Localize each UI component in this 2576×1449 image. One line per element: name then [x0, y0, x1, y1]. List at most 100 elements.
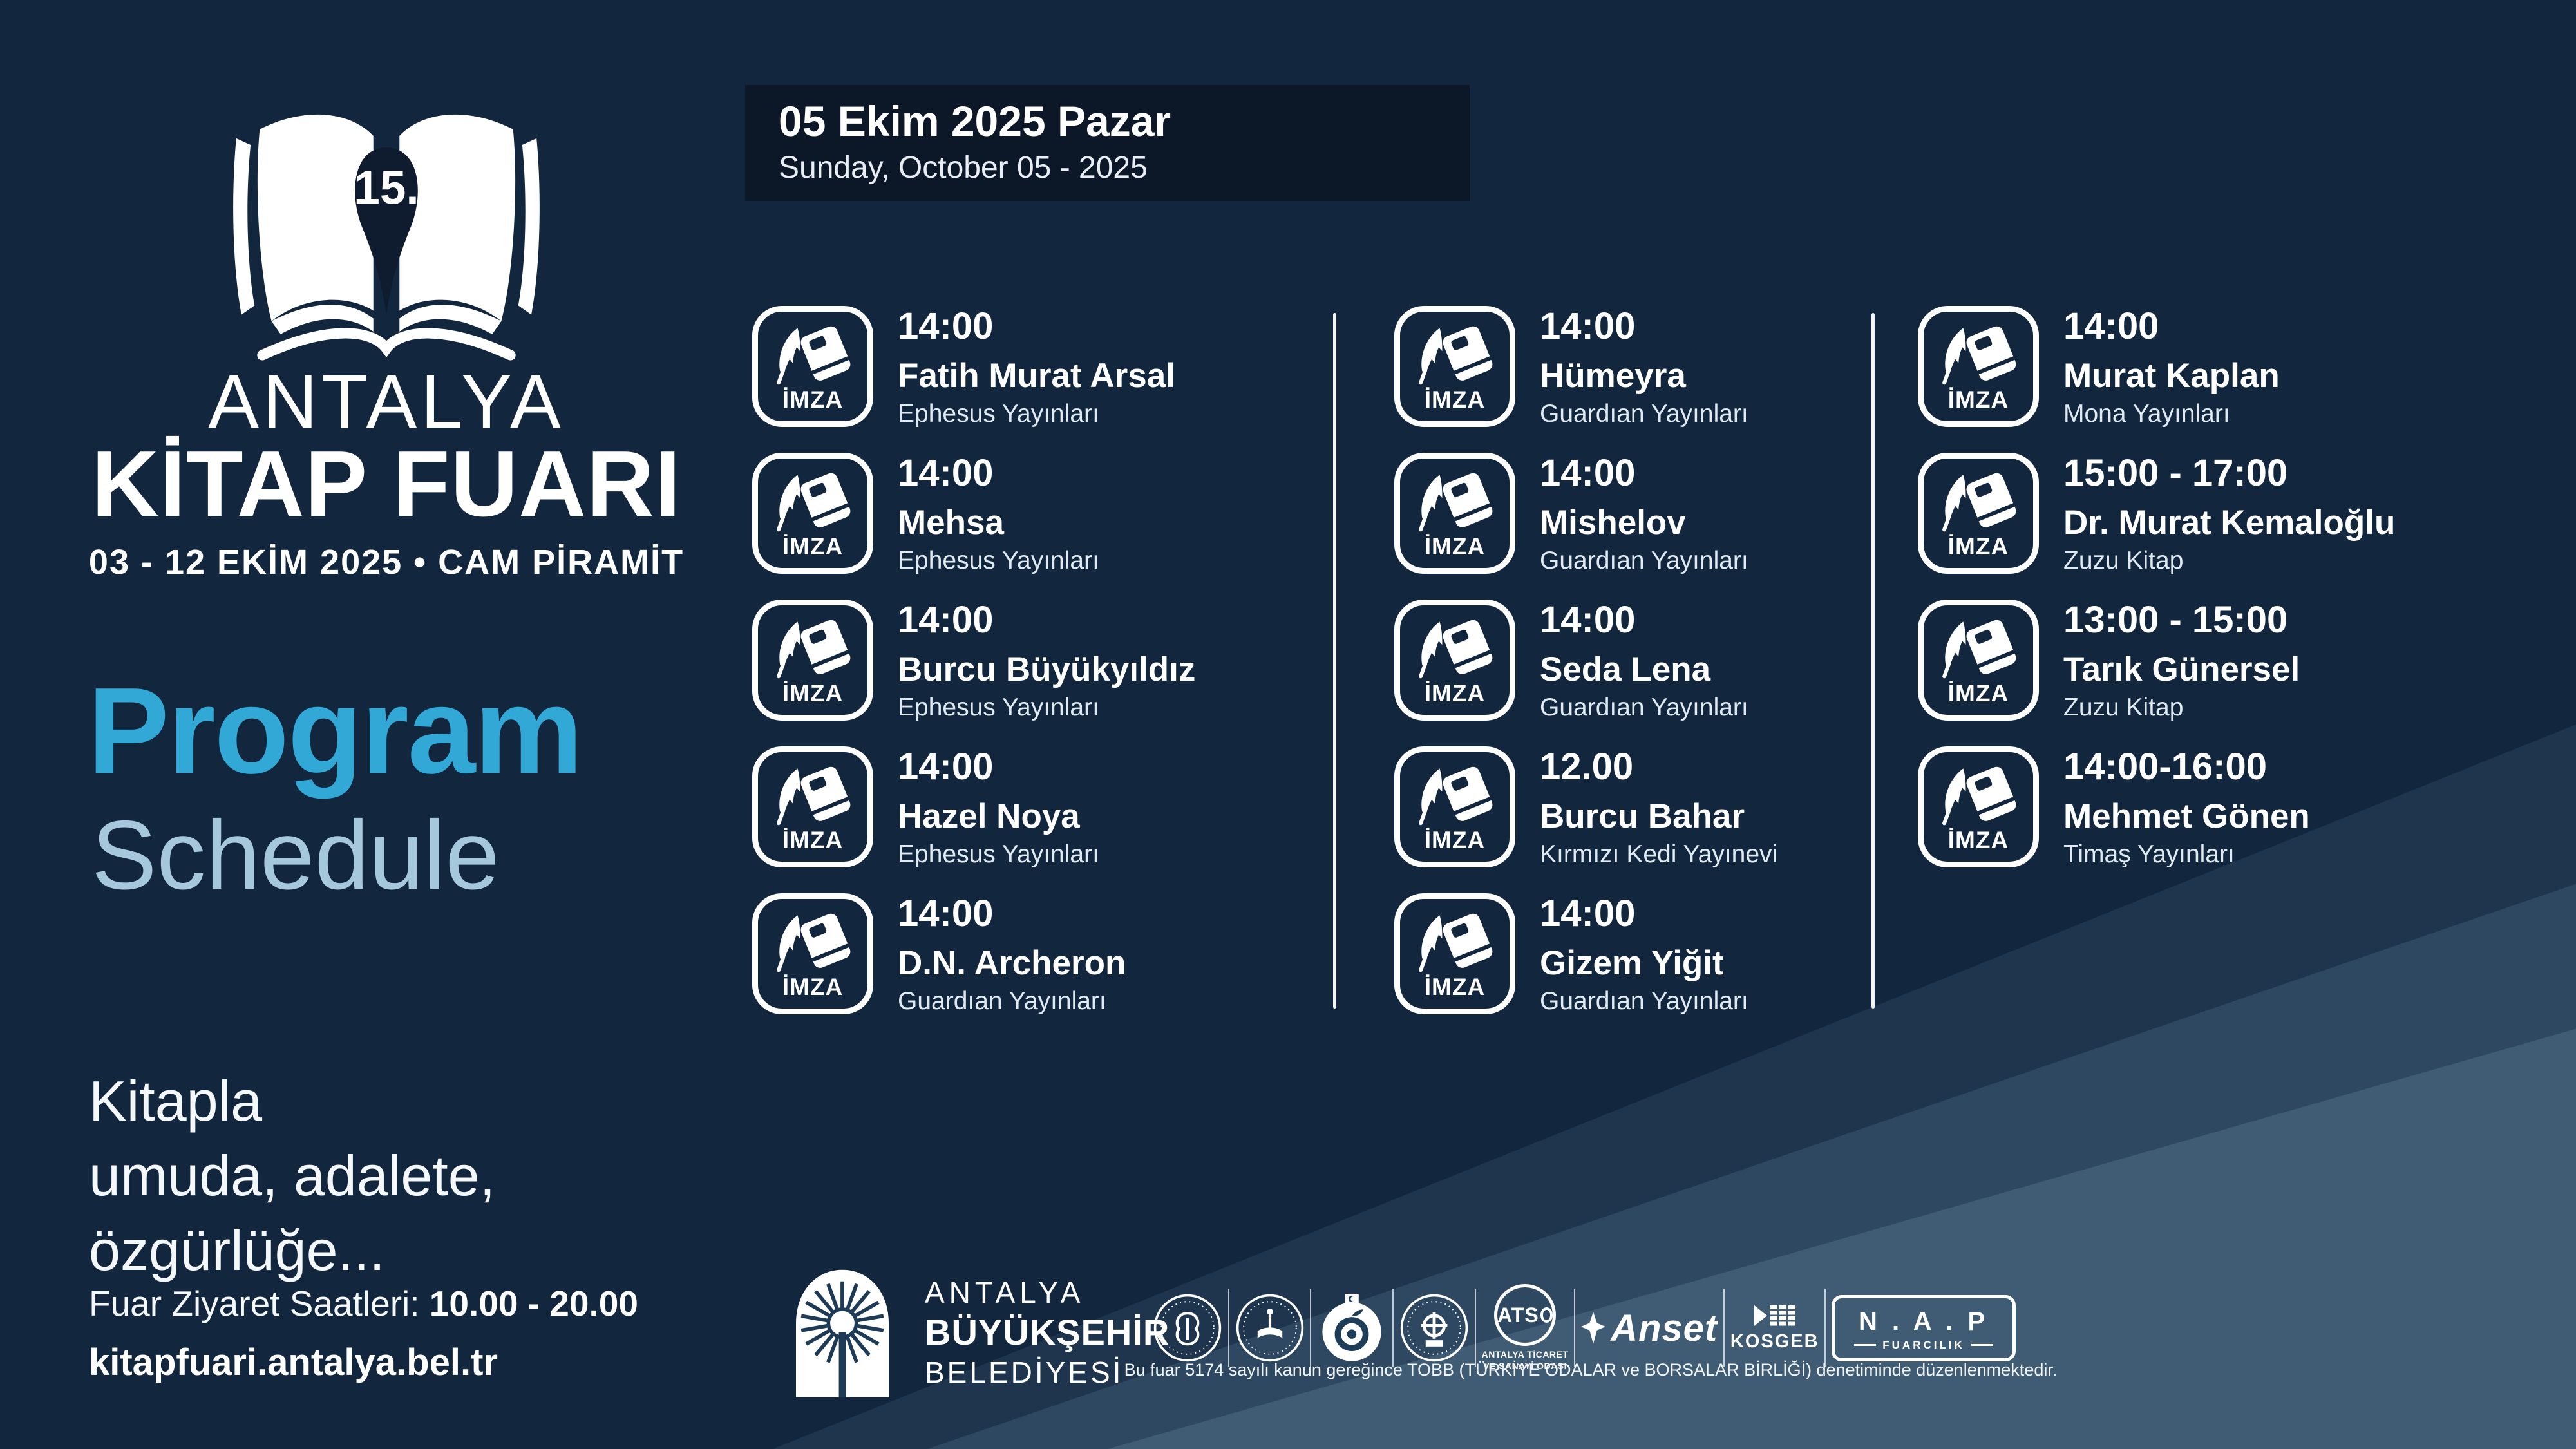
event-time: 14:00-16:00	[2063, 746, 2267, 788]
publisher: Mona Yayınları	[2063, 399, 2230, 428]
anset-logo: Anset	[1581, 1307, 1718, 1350]
event-time: 14:00	[1540, 452, 1636, 494]
imza-signing-badge: İMZA	[1394, 893, 1515, 1014]
schedule-entry: İMZA 14:00 Fatih Murat Arsal Ephesus Yay…	[752, 305, 1287, 428]
tagline-line: özgürlüğe...	[89, 1218, 385, 1283]
quill-and-book-icon	[769, 471, 857, 534]
imza-label: İMZA	[1947, 680, 2009, 706]
author-name: Burcu Bahar	[1540, 797, 1745, 836]
education-ministry-seal-icon	[1236, 1294, 1303, 1362]
schedule-column-3: İMZA 14:00 Murat Kaplan Mona Yayınları İ…	[1918, 306, 2452, 893]
atso-caption-line1: ANTALYA TİCARET	[1481, 1349, 1569, 1359]
quill-and-book-icon	[1935, 765, 2022, 828]
imza-signing-badge: İMZA	[1394, 453, 1515, 574]
event-time: 15:00 - 17:00	[2063, 452, 2288, 494]
date-title-english: Sunday, October 05 - 2025	[779, 150, 1148, 185]
publisher: Ephesus Yayınları	[898, 546, 1099, 574]
imza-signing-badge: İMZA	[1918, 306, 2039, 427]
nap-name: N . A . P	[1858, 1307, 1989, 1336]
imza-label: İMZA	[1947, 533, 2009, 560]
imza-signing-badge: İMZA	[1394, 746, 1515, 867]
author-name: Mishelov	[1540, 504, 1686, 542]
imza-label: İMZA	[782, 680, 844, 706]
imza-label: İMZA	[1424, 974, 1486, 1000]
author-name: Hazel Noya	[898, 797, 1080, 836]
section-subtitle: Schedule	[91, 800, 500, 910]
author-name: Mehmet Gönen	[2063, 797, 2310, 836]
edition-number: 15.	[354, 162, 419, 214]
open-book-logo-icon: 15.	[233, 114, 540, 361]
partner-separator	[1392, 1289, 1394, 1367]
imza-signing-badge: İMZA	[752, 746, 873, 867]
event-time: 14:00	[2063, 305, 2159, 347]
schedule-entry: İMZA 14:00 Hazel Noya Ephesus Yayınları	[752, 746, 1287, 868]
visiting-hours-label: Fuar Ziyaret Saatleri:	[89, 1283, 430, 1323]
brand-event-name: KİTAP FUARI	[91, 431, 681, 536]
quill-and-book-icon	[1935, 325, 2022, 387]
author-name: Gizem Yiğit	[1540, 944, 1724, 983]
imza-label: İMZA	[782, 974, 844, 1000]
event-time: 14:00	[1540, 893, 1636, 934]
publisher: Guardıan Yayınları	[1540, 399, 1748, 428]
imza-signing-badge: İMZA	[1918, 600, 2039, 721]
anset-star-icon	[1581, 1312, 1606, 1344]
schedule-column-1: İMZA 14:00 Fatih Murat Arsal Ephesus Yay…	[752, 306, 1287, 1040]
quill-and-book-icon	[1411, 471, 1499, 534]
author-name: Seda Lena	[1540, 650, 1711, 689]
partner-separator	[1723, 1289, 1725, 1367]
nap-dash	[1971, 1344, 1993, 1346]
municipality-line2: BÜYÜKŞEHİR	[925, 1311, 1170, 1352]
tagline: Kitapla umuda, adalete, özgürlüğe...	[89, 1064, 495, 1288]
schedule-entry: İMZA 14:00 Mishelov Guardıan Yayınları	[1394, 453, 1929, 574]
date-header: 05 Ekim 2025 Pazar Sunday, October 05 - …	[745, 85, 1470, 201]
schedule-entry: İMZA 14:00 Gizem Yiğit Guardıan Yayınlar…	[1394, 893, 1929, 1015]
schedule-column-2: İMZA 14:00 Hümeyra Guardıan Yayınları İM…	[1394, 306, 1929, 1040]
imza-label: İMZA	[1947, 386, 2009, 413]
author-name: Burcu Büyükyıldız	[898, 650, 1196, 689]
imza-label: İMZA	[782, 533, 844, 560]
imza-signing-badge: İMZA	[752, 600, 873, 721]
date-title-turkish: 05 Ekim 2025 Pazar	[779, 97, 1171, 145]
event-time: 12.00	[1540, 746, 1634, 788]
visiting-hours: Fuar Ziyaret Saatleri: 10.00 - 20.00	[89, 1283, 638, 1324]
imza-signing-badge: İMZA	[1394, 306, 1515, 427]
publisher: Kırmızı Kedi Yayınevi	[1540, 840, 1778, 868]
event-time: 14:00	[898, 305, 994, 347]
partner-separator	[1824, 1289, 1826, 1367]
quill-and-book-icon	[1935, 618, 2022, 681]
author-name: D.N. Archeron	[898, 944, 1126, 983]
culture-ministry-seal-icon	[1153, 1294, 1222, 1362]
schedule-entry: İMZA 12.00 Burcu Bahar Kırmızı Kedi Yayı…	[1394, 746, 1929, 868]
imza-label: İMZA	[1947, 827, 2009, 853]
imza-signing-badge: İMZA	[1918, 746, 2039, 867]
quill-and-book-icon	[769, 325, 857, 387]
antalya-governorship-seal-icon	[1322, 1294, 1381, 1361]
schedule-entry: İMZA 14:00 Burcu Büyükyıldız Ephesus Yay…	[752, 600, 1287, 721]
quill-and-book-icon	[1935, 471, 2022, 534]
schedule-entry: İMZA 13:00 - 15:00 Tarık Günersel Zuzu K…	[1918, 600, 2452, 721]
partner-logos-row: ATS ANTALYA TİCARET VE SANAYİ ODASI Anse…	[1153, 1283, 2016, 1373]
publisher: Guardıan Yayınları	[1540, 987, 1748, 1015]
imza-label: İMZA	[1424, 827, 1486, 853]
municipality-line3: BELEDİYESİ	[925, 1356, 1124, 1390]
schedule-entry: İMZA 14:00 Seda Lena Guardıan Yayınları	[1394, 600, 1929, 721]
quill-and-book-icon	[1411, 618, 1499, 681]
publisher: Timaş Yayınları	[2063, 840, 2235, 868]
author-name: Tarık Günersel	[2063, 650, 2300, 689]
website-url: kitapfuari.antalya.bel.tr	[89, 1341, 498, 1383]
quill-and-book-icon	[1411, 325, 1499, 387]
imza-signing-badge: İMZA	[752, 306, 873, 427]
publisher: Ephesus Yayınları	[898, 693, 1099, 721]
municipality-logo: ANTALYA BÜYÜKŞEHİR BELEDİYESİ	[784, 1260, 1170, 1405]
imza-signing-badge: İMZA	[1394, 600, 1515, 721]
brand-city-name: ANTALYA	[208, 359, 565, 444]
publisher: Guardıan Yayınları	[898, 987, 1106, 1015]
event-time: 14:00	[898, 452, 994, 494]
partner-separator	[1474, 1289, 1476, 1367]
schedule-entry: İMZA 15:00 - 17:00 Dr. Murat Kemaloğlu Z…	[1918, 453, 2452, 574]
tagline-line: umuda, adalete,	[89, 1144, 496, 1208]
atso-circle: ATS	[1494, 1284, 1557, 1346]
publisher: Guardıan Yayınları	[1540, 693, 1748, 721]
partner-separator	[1310, 1289, 1312, 1367]
